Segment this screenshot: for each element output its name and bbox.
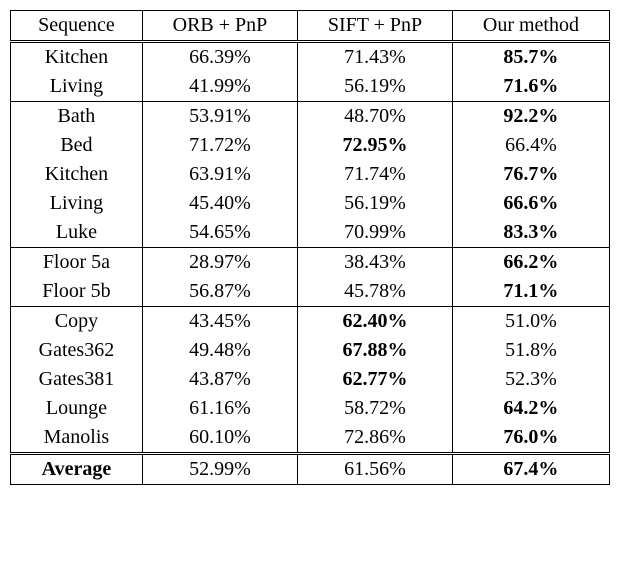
average-row: Average 52.99% 61.56% 67.4% xyxy=(11,454,610,485)
table-row: Bath53.91%48.70%92.2% xyxy=(11,102,610,132)
header-sift: SIFT + PnP xyxy=(298,11,453,42)
row-ours: 76.0% xyxy=(452,423,609,454)
row-orb: 28.97% xyxy=(142,248,297,278)
row-orb: 60.10% xyxy=(142,423,297,454)
table-row: Manolis60.10%72.86%76.0% xyxy=(11,423,610,454)
row-ours: 66.4% xyxy=(452,131,609,160)
row-ours: 66.2% xyxy=(452,248,609,278)
row-orb: 53.91% xyxy=(142,102,297,132)
row-label: Living xyxy=(11,72,143,102)
row-orb: 71.72% xyxy=(142,131,297,160)
table-row: Bed71.72%72.95%66.4% xyxy=(11,131,610,160)
row-sift: 67.88% xyxy=(298,336,453,365)
row-sift: 62.77% xyxy=(298,365,453,394)
row-ours: 71.6% xyxy=(452,72,609,102)
table-row: Kitchen63.91%71.74%76.7% xyxy=(11,160,610,189)
row-orb: 41.99% xyxy=(142,72,297,102)
table-row: Living41.99%56.19%71.6% xyxy=(11,72,610,102)
row-orb: 54.65% xyxy=(142,218,297,248)
table-row: Luke54.65%70.99%83.3% xyxy=(11,218,610,248)
row-ours: 76.7% xyxy=(452,160,609,189)
average-ours: 67.4% xyxy=(452,454,609,485)
row-sift: 45.78% xyxy=(298,277,453,307)
row-label: Bed xyxy=(11,131,143,160)
row-ours: 51.8% xyxy=(452,336,609,365)
table-row: Floor 5a28.97%38.43%66.2% xyxy=(11,248,610,278)
table-row: Gates38143.87%62.77%52.3% xyxy=(11,365,610,394)
table-row: Copy43.45%62.40%51.0% xyxy=(11,307,610,337)
row-ours: 64.2% xyxy=(452,394,609,423)
row-label: Gates362 xyxy=(11,336,143,365)
row-label: Lounge xyxy=(11,394,143,423)
row-label: Floor 5b xyxy=(11,277,143,307)
table-row: Living45.40%56.19%66.6% xyxy=(11,189,610,218)
row-sift: 70.99% xyxy=(298,218,453,248)
row-label: Luke xyxy=(11,218,143,248)
table-row: Lounge61.16%58.72%64.2% xyxy=(11,394,610,423)
row-sift: 48.70% xyxy=(298,102,453,132)
results-table: Sequence ORB + PnP SIFT + PnP Our method… xyxy=(10,10,610,485)
header-row: Sequence ORB + PnP SIFT + PnP Our method xyxy=(11,11,610,42)
row-ours: 52.3% xyxy=(452,365,609,394)
average-label: Average xyxy=(11,454,143,485)
header-sequence: Sequence xyxy=(11,11,143,42)
row-ours: 51.0% xyxy=(452,307,609,337)
row-sift: 58.72% xyxy=(298,394,453,423)
table-row: Gates36249.48%67.88%51.8% xyxy=(11,336,610,365)
row-orb: 45.40% xyxy=(142,189,297,218)
row-orb: 56.87% xyxy=(142,277,297,307)
row-ours: 83.3% xyxy=(452,218,609,248)
row-sift: 62.40% xyxy=(298,307,453,337)
row-label: Copy xyxy=(11,307,143,337)
row-sift: 38.43% xyxy=(298,248,453,278)
row-label: Manolis xyxy=(11,423,143,454)
row-ours: 92.2% xyxy=(452,102,609,132)
row-orb: 63.91% xyxy=(142,160,297,189)
header-ours: Our method xyxy=(452,11,609,42)
row-orb: 61.16% xyxy=(142,394,297,423)
row-label: Living xyxy=(11,189,143,218)
row-label: Kitchen xyxy=(11,42,143,73)
average-sift: 61.56% xyxy=(298,454,453,485)
row-ours: 66.6% xyxy=(452,189,609,218)
row-orb: 43.45% xyxy=(142,307,297,337)
row-sift: 56.19% xyxy=(298,189,453,218)
row-sift: 56.19% xyxy=(298,72,453,102)
table-row: Floor 5b56.87%45.78%71.1% xyxy=(11,277,610,307)
row-sift: 72.86% xyxy=(298,423,453,454)
row-label: Gates381 xyxy=(11,365,143,394)
row-label: Kitchen xyxy=(11,160,143,189)
average-orb: 52.99% xyxy=(142,454,297,485)
row-label: Bath xyxy=(11,102,143,132)
row-orb: 66.39% xyxy=(142,42,297,73)
row-orb: 43.87% xyxy=(142,365,297,394)
row-sift: 71.74% xyxy=(298,160,453,189)
row-ours: 85.7% xyxy=(452,42,609,73)
row-label: Floor 5a xyxy=(11,248,143,278)
row-orb: 49.48% xyxy=(142,336,297,365)
row-sift: 71.43% xyxy=(298,42,453,73)
header-orb: ORB + PnP xyxy=(142,11,297,42)
table-row: Kitchen66.39%71.43%85.7% xyxy=(11,42,610,73)
row-ours: 71.1% xyxy=(452,277,609,307)
row-sift: 72.95% xyxy=(298,131,453,160)
